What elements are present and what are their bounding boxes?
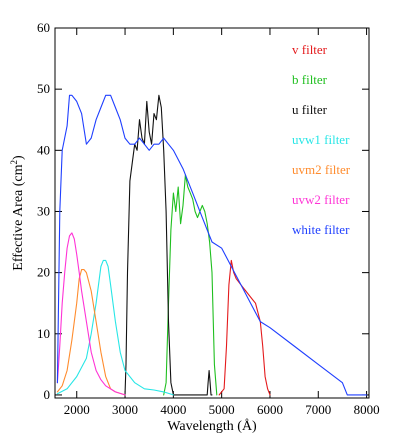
x-axis-label: Wavelength (Å) [167,418,257,434]
legend-label-uvw2-filter: uvw2 filter [292,192,350,207]
x-tick-label: 3000 [112,402,138,417]
y-tick-label: 20 [37,265,50,280]
series-line-u-filter [124,94,213,396]
series-line-v-filter [218,259,271,396]
legend: v filter b filter u filter uvw1 filter uvm2 … [292,42,351,237]
x-tick-label: 8000 [354,402,380,417]
y-axis-label-close: ) [11,155,26,160]
x-tick-label: 7000 [305,402,331,417]
legend-label-u-filter: u filter [292,102,328,117]
y-axis-label: Effective Area (cm2) [9,155,26,271]
y-axis-label-superscript: 2 [9,160,19,165]
y-tick-label: 0 [44,387,51,402]
x-tick-label: 6000 [257,402,283,417]
legend-label-uvw1-filter: uvw1 filter [292,132,350,147]
x-tick-label: 2000 [64,402,90,417]
legend-label-uvm2-filter: uvm2 filter [292,162,351,177]
y-tick-label: 50 [37,81,50,96]
series-lines [56,94,368,396]
chart-frame [54,27,370,399]
series-line-b-filter [163,174,218,396]
x-tick-label: 5000 [209,402,235,417]
legend-label-v-filter: v filter [292,42,328,57]
series-line-uvm2-filter [56,269,126,396]
series-line-uvw1-filter [56,259,174,396]
y-tick-label: 10 [37,326,50,341]
y-tick-label: 30 [37,203,50,218]
y-tick-label: 40 [37,142,50,157]
series-line-white-filter [56,94,368,396]
y-axis-label-main: Effective Area (cm [11,164,26,270]
legend-label-white-filter: white filter [292,222,350,237]
series-line-uvw2-filter [56,232,126,396]
axis-ticks: 2000 3000 4000 5000 6000 7000 8000 0 10 20 30 40 50 6… [37,20,380,417]
x-tick-label: 4000 [160,402,186,417]
y-tick-label: 60 [37,20,50,35]
legend-label-b-filter: b filter [292,72,328,87]
